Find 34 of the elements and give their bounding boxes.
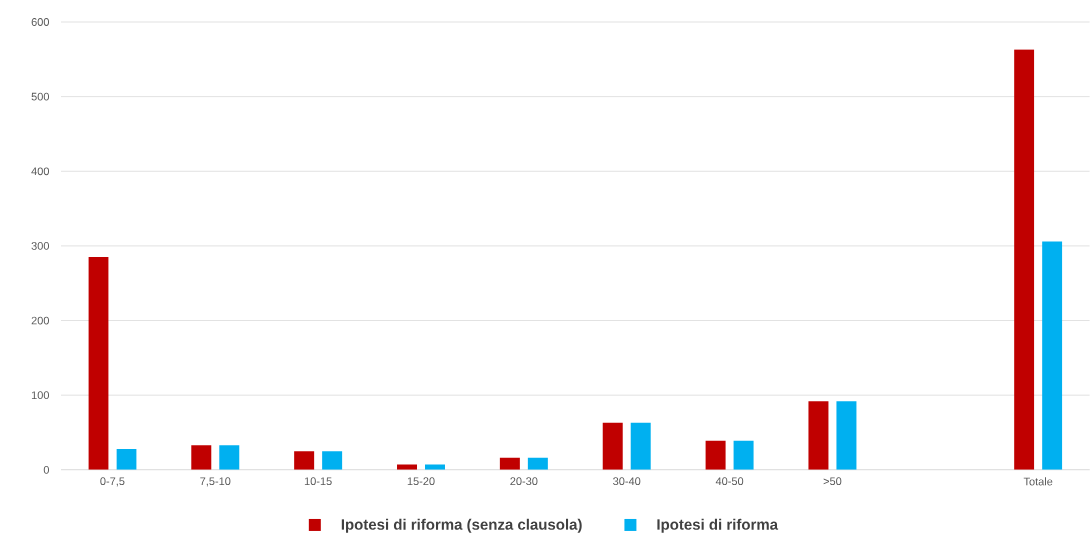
x-tick-label: Totale [1023, 477, 1053, 486]
bar [322, 451, 343, 470]
x-tick-label: 10-15 [304, 477, 332, 486]
bar [219, 445, 240, 470]
x-tick-label: 15-20 [407, 477, 435, 486]
bar [499, 457, 520, 470]
bar [527, 457, 548, 470]
x-tick-label: 7,5-10 [200, 477, 231, 487]
bar [1042, 241, 1063, 470]
legend-label: Ipotesi di riforma (senza clausola) [341, 518, 582, 533]
bar [733, 440, 754, 470]
y-tick-label: 600 [31, 18, 50, 26]
bar [88, 257, 109, 470]
y-tick-label: 200 [31, 316, 50, 325]
x-tick-label: 30-40 [613, 477, 641, 486]
x-tick-label: >50 [823, 477, 842, 486]
x-tick-label: 0-7,5 [100, 477, 125, 487]
x-tick-label: 40-50 [715, 477, 744, 486]
y-tick-label: 400 [31, 167, 50, 176]
bar [602, 422, 623, 470]
bar [836, 401, 857, 470]
bar [808, 401, 829, 470]
bar [1014, 49, 1035, 470]
bar [294, 451, 315, 470]
bar [630, 422, 651, 470]
y-tick-label: 100 [31, 391, 50, 400]
bar [191, 445, 212, 470]
x-tick-label: 20-30 [510, 477, 538, 486]
bar [705, 440, 726, 470]
bar [116, 449, 137, 470]
y-tick-label: 300 [31, 242, 50, 250]
legend-label: Ipotesi di riforma [657, 518, 779, 533]
y-tick-label: 0 [43, 466, 50, 474]
y-tick-label: 500 [31, 92, 50, 101]
